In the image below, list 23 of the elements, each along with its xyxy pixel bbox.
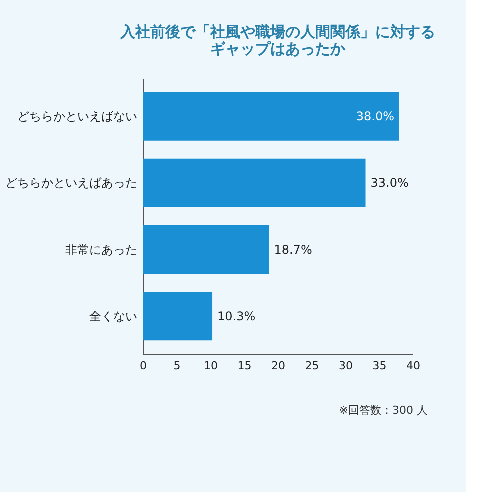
bar <box>143 158 366 208</box>
x-tick-label: 25 <box>305 360 320 372</box>
data-label: 18.7% <box>274 242 312 257</box>
y-tick-label: どちらかといえばあった <box>6 176 138 190</box>
x-tick-label: 40 <box>406 360 420 372</box>
y-tick-label: どちらかといえばない <box>18 110 138 124</box>
x-tick-label: 15 <box>238 360 252 372</box>
x-tick-label: 5 <box>174 360 181 372</box>
y-tick-label: 全くない <box>90 309 138 324</box>
y-tick-label: 非常にあった <box>66 242 138 257</box>
data-label: 10.3% <box>218 309 256 324</box>
bar <box>143 92 400 141</box>
x-tick-label: 10 <box>204 360 218 372</box>
text: ※回答数：300 人 <box>339 404 428 417</box>
x-tick-label: 30 <box>339 360 353 372</box>
chart-title: 入社前後で「社風や職場の人間関係」に対するギャップはあったか <box>120 23 436 58</box>
bar <box>143 292 213 341</box>
data-label: 33.0% <box>370 176 409 190</box>
data-label: 38.0% <box>356 110 394 124</box>
x-tick-label: 0 <box>140 360 147 372</box>
x-tick-label: 35 <box>372 360 387 372</box>
x-tick-label: 20 <box>272 360 286 372</box>
bar <box>143 225 270 274</box>
